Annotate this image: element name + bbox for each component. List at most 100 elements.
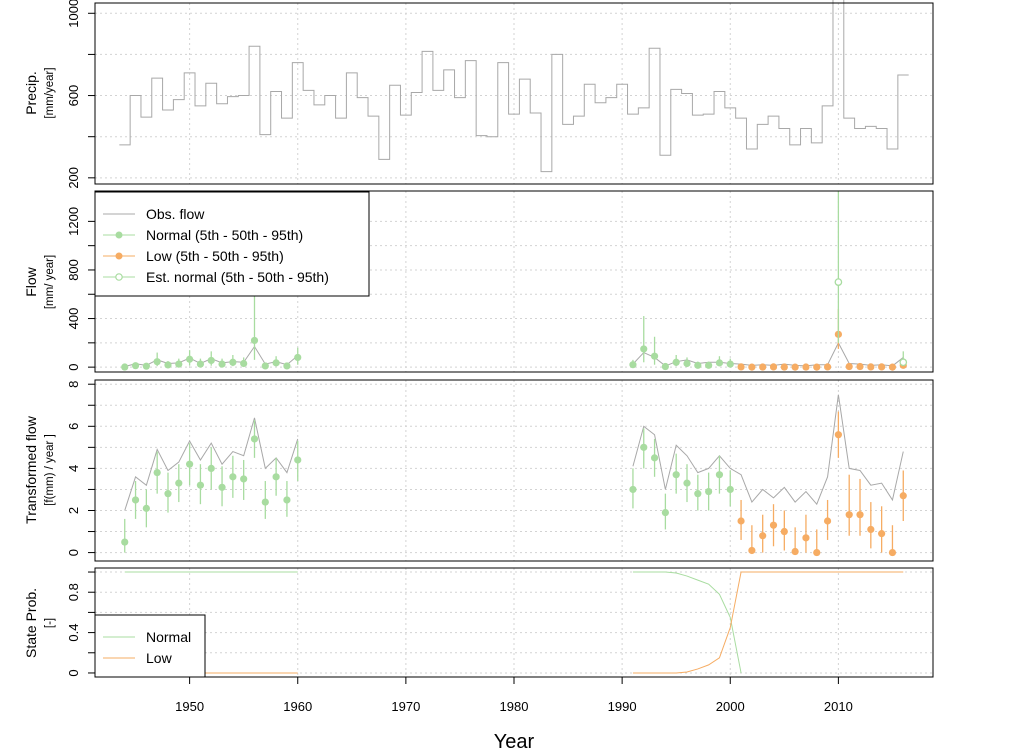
- state-ytick-label-0: 0: [66, 669, 81, 676]
- flow-normal-point-1991: [629, 361, 637, 369]
- flow-low-point-2001: [737, 363, 745, 371]
- legend-low-marker: [115, 252, 123, 260]
- flow-low-point-2004: [769, 363, 778, 371]
- flow-low-point-2006: [791, 363, 799, 371]
- flow-normal-point-1993: [650, 352, 659, 360]
- transformed-low-point-2006: [791, 547, 799, 556]
- transformed-normal-point-1947: [153, 469, 161, 477]
- transformed-ytick-label-2: 2: [66, 507, 81, 514]
- transformed-yaxis: 0 2 4 6 8: [66, 381, 95, 556]
- x-tick-label-1960: 1960: [283, 699, 312, 714]
- transformed-normal-point-1957: [261, 498, 269, 506]
- x-tick-label-1970: 1970: [391, 699, 420, 714]
- flow-normal-point-1998: [705, 361, 713, 369]
- legend-normal-marker: [115, 231, 123, 239]
- flow-low-point-2009: [823, 363, 832, 371]
- flow-normal-point-1958: [272, 359, 280, 367]
- legend-est-marker: [115, 273, 123, 281]
- transformed-low-point-2009: [823, 517, 832, 525]
- legend-state-normal-label: Normal: [146, 629, 191, 645]
- flow-low-point-2003: [759, 363, 767, 371]
- flow-ylabel: Flow: [23, 266, 39, 296]
- transformed-low-point-2011: [845, 511, 853, 519]
- x-tick-label-2010: 2010: [824, 699, 853, 714]
- transformed-ytick-label-4: 4: [66, 465, 81, 472]
- legend-normal-label: Normal (5th - 50th - 95th): [146, 227, 303, 243]
- flow-normal-point-1960: [294, 353, 302, 362]
- x-tick-label-1950: 1950: [175, 699, 204, 714]
- transformed-series: [121, 394, 907, 557]
- transformed-yunit: [f(mm) / year ]: [44, 434, 56, 506]
- transformed-ytick-label-0: 0: [66, 549, 81, 556]
- state-legend-box: [94, 614, 206, 678]
- flow-normal-point-1949: [175, 360, 183, 368]
- transformed-normal-point-1992: [640, 443, 648, 451]
- transformed-low-point-2008: [813, 548, 821, 557]
- transformed-normal-point-1996: [683, 479, 691, 487]
- state-ylabel: State Prob.: [23, 588, 39, 658]
- precip-ytick-label-600: 600: [66, 85, 81, 107]
- flow-normal-point-1996: [683, 359, 691, 368]
- state-legend: Normal Low: [94, 614, 206, 678]
- flow-normal-point-1955: [240, 359, 248, 368]
- precip-ytick-label-200: 200: [66, 167, 81, 189]
- flow-low-point-2015: [888, 363, 897, 371]
- precip-grid: [95, 3, 933, 184]
- transformed-normal-point-1948: [164, 490, 172, 498]
- transformed-low-point-2015: [888, 548, 897, 557]
- precip-yaxis: 200 600 1000: [66, 0, 95, 189]
- precip-series: [119, 0, 909, 173]
- transformed-normal-point-1995: [672, 471, 680, 479]
- transformed-low-point-2016: [899, 492, 907, 500]
- transformed-normal-point-1994: [661, 508, 669, 517]
- legend-obs-label: Obs. flow: [146, 206, 205, 222]
- transformed-normal-point-1944: [121, 538, 129, 546]
- flow-normal-point-1957: [261, 362, 269, 370]
- flow-normal-point-1994: [661, 362, 669, 371]
- transformed-frame: [94, 379, 934, 562]
- precip-frame: [94, 2, 934, 185]
- flow-normal-point-1992: [640, 345, 648, 353]
- transformed-low-point-2014: [878, 530, 886, 538]
- flow-series: [121, 191, 908, 371]
- transformed-normal-point-2000: [726, 485, 734, 494]
- flow-low-point-2013: [867, 363, 875, 371]
- transformed-ylabel: Transformed flow: [23, 415, 39, 524]
- transformed-normal-point-1991: [629, 485, 637, 494]
- flow-low-point-2005: [780, 363, 788, 371]
- precip-step-line: [119, 0, 909, 173]
- transformed-low-point-2010: [834, 431, 842, 439]
- flow-normal-point-1999: [715, 359, 724, 367]
- precip-ylabel: Precip.: [23, 71, 39, 115]
- precip-yunit: [mm/year]: [44, 67, 56, 118]
- panel-flow: 0 400 800 1200 Flow [mm/ year] Obs. flow No…: [23, 190, 934, 373]
- state-yaxis: 0 0.4 0.8: [66, 571, 95, 677]
- state-series: [124, 571, 904, 674]
- state-grid: [95, 568, 933, 677]
- panel-precip: 200 600 1000 Precip. [mm/year]: [23, 0, 934, 189]
- legend-est-label: Est. normal (5th - 50th - 95th): [146, 269, 329, 285]
- flow-legend-box: [94, 191, 370, 297]
- transformed-ytick-label-8: 8: [66, 381, 81, 388]
- state-ytick-label-0.4: 0.4: [66, 624, 81, 642]
- transformed-normal-point-1997: [694, 490, 702, 498]
- flow-ytick-label-800: 800: [66, 259, 81, 281]
- transformed-normal-point-1950: [186, 460, 194, 468]
- x-tick-label-1980: 1980: [500, 699, 529, 714]
- flow-yunit: [mm/ year]: [44, 255, 56, 309]
- transformed-normal-point-1945: [131, 496, 140, 504]
- state-yunit: [-]: [44, 618, 56, 628]
- transformed-normal-point-1954: [229, 473, 237, 481]
- state-line-normal-1: [632, 571, 742, 674]
- state-ytick-label-0.8: 0.8: [66, 583, 81, 601]
- x-axis: 1950 1960 1970 1980 1990 2000 2010: [175, 677, 853, 714]
- flow-normal-point-1997: [694, 361, 702, 369]
- flow-normal-point-1948: [164, 361, 172, 369]
- transformed-normal-point-1952: [207, 464, 215, 472]
- flow-ytick-label-0: 0: [66, 364, 81, 371]
- flow-legend: Obs. flow Normal (5th - 50th - 95th) Low…: [94, 191, 370, 297]
- flow-normal-point-1953: [218, 360, 226, 368]
- transformed-low-point-2012: [856, 511, 864, 519]
- flow-normal-point-1945: [131, 362, 140, 370]
- transformed-normal-point-1951: [196, 481, 205, 489]
